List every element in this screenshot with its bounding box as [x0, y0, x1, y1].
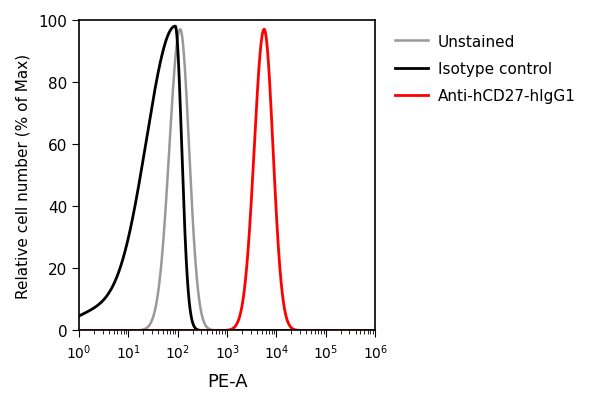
Isotype control — [76, 314, 83, 319]
Isotype control — [172, 25, 179, 30]
Anti-hCD27-hIgG1 — [295, 328, 302, 333]
Legend: Unstained, Isotype control, Anti-hCD27-hIgG1: Unstained, Isotype control, Anti-hCD27-h… — [389, 29, 581, 110]
Anti-hCD27-hIgG1 — [260, 28, 268, 33]
Unstained — [76, 328, 83, 333]
Anti-hCD27-hIgG1 — [311, 328, 318, 333]
Y-axis label: Relative cell number (% of Max): Relative cell number (% of Max) — [15, 53, 30, 298]
Isotype control — [311, 328, 318, 333]
Isotype control — [295, 328, 302, 333]
Isotype control — [90, 306, 97, 311]
Unstained — [176, 28, 184, 33]
Line: Anti-hCD27-hIgG1: Anti-hCD27-hIgG1 — [79, 30, 375, 330]
Unstained — [311, 328, 318, 333]
Unstained — [182, 90, 190, 95]
Unstained — [251, 328, 258, 333]
Isotype control — [371, 328, 379, 333]
Anti-hCD27-hIgG1 — [182, 328, 190, 333]
Unstained — [295, 328, 302, 333]
Anti-hCD27-hIgG1 — [263, 45, 271, 50]
Line: Isotype control: Isotype control — [79, 27, 375, 330]
Anti-hCD27-hIgG1 — [76, 328, 83, 333]
Unstained — [90, 328, 97, 333]
Anti-hCD27-hIgG1 — [90, 328, 97, 333]
Anti-hCD27-hIgG1 — [251, 146, 258, 151]
Isotype control — [182, 258, 190, 263]
Unstained — [263, 328, 271, 333]
Anti-hCD27-hIgG1 — [371, 328, 379, 333]
Isotype control — [251, 328, 258, 333]
Unstained — [371, 328, 379, 333]
X-axis label: PE-A: PE-A — [207, 372, 247, 390]
Line: Unstained: Unstained — [79, 30, 375, 330]
Isotype control — [263, 328, 271, 333]
